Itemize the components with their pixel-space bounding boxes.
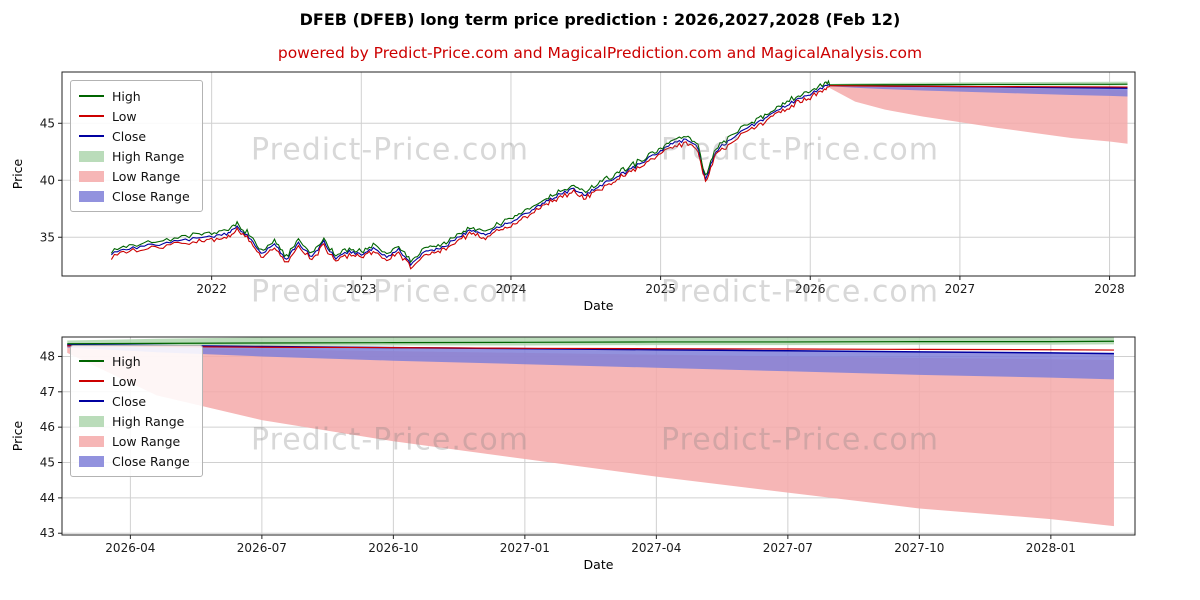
legend-item-close: Close (79, 126, 190, 146)
y-tick-label: 35 (40, 230, 55, 244)
close-range-swatch (79, 455, 104, 467)
close-line-history (110, 83, 831, 267)
x-tick-label: 2026 (795, 282, 826, 296)
low-line-forecast (67, 345, 1114, 351)
x-tick-label: 2024 (496, 282, 527, 296)
price-history-forecast-chart: 2022 2023 2024 2025 2026 2027 2028 35 40 45 Date Pr… (0, 66, 1200, 325)
high-swatch (79, 360, 104, 362)
x-tick-label: 2026-10 (368, 541, 418, 555)
close-line-forecast (67, 344, 1114, 355)
high-swatch (79, 95, 104, 97)
low-range-band (829, 85, 1128, 144)
high-range-swatch (79, 415, 104, 427)
legend-label: High Range (112, 148, 185, 164)
x-tick-label: 2026-04 (105, 541, 155, 555)
legend-item-close: Close (79, 391, 190, 411)
low-range-swatch (79, 170, 104, 182)
y-tick-label: 45 (40, 456, 55, 470)
forecast-zoom-chart: 2026-04 2026-07 2026-10 2027-01 2027-04 2027-… (0, 325, 1200, 600)
x-tick-label: 2028-01 (1026, 541, 1076, 555)
low-swatch (79, 380, 104, 382)
legend-label: Low Range (112, 433, 181, 449)
high-range-band (67, 337, 1114, 347)
legend: High Low Close High Range Low Range Close Ran… (70, 80, 203, 212)
low-range-swatch (79, 435, 104, 447)
legend-item-high-range: High Range (79, 411, 190, 431)
legend-item-low-range: Low Range (79, 431, 190, 451)
legend-label: Close (112, 128, 147, 144)
legend-label: Low (112, 373, 137, 389)
y-tick-label: 40 (40, 173, 55, 187)
y-tick-label: 44 (40, 491, 55, 505)
y-axis-label: Price (10, 420, 25, 451)
legend-label: High Range (112, 413, 185, 429)
chart-title: DFEB (DFEB) long term price prediction :… (299, 10, 901, 29)
legend-label: Close (112, 393, 147, 409)
low-swatch (79, 115, 104, 117)
legend-item-low: Low (79, 371, 190, 391)
x-tick-label: 2022 (196, 282, 227, 296)
x-tick-label: 2028 (1094, 282, 1125, 296)
high-range-swatch (79, 150, 104, 162)
close-range-band (67, 344, 1114, 380)
close-swatch (79, 135, 104, 137)
y-tick-label: 47 (40, 385, 55, 399)
x-tick-label: 2027-04 (631, 541, 681, 555)
legend-label: High (112, 353, 141, 369)
legend-item-high-range: High Range (79, 146, 190, 166)
legend-item-high: High (79, 86, 190, 106)
y-tick-label: 48 (40, 349, 55, 363)
x-axis-label: Date (584, 298, 614, 313)
legend-item-high: High (79, 351, 190, 371)
legend-label: High (112, 88, 141, 104)
x-tick-label: 2025 (645, 282, 676, 296)
y-axis-label: Price (10, 158, 25, 189)
y-tick-label: 46 (40, 420, 55, 434)
x-tick-label: 2027-07 (763, 541, 813, 555)
low-line-history (110, 85, 830, 270)
legend-label: Close Range (112, 188, 190, 204)
legend-item-close-range: Close Range (79, 451, 190, 471)
low-line-forecast (829, 85, 1128, 88)
legend-item-close-range: Close Range (79, 186, 190, 206)
close-range-swatch (79, 190, 104, 202)
x-tick-label: 2027 (945, 282, 976, 296)
legend-label: Low Range (112, 168, 181, 184)
x-axis-label: Date (584, 557, 614, 572)
legend: High Low Close High Range Low Range Close Ran… (70, 345, 203, 477)
plot-svg: 2022 2023 2024 2025 2026 2027 2028 35 40 45 Date Pr… (10, 71, 1136, 313)
x-tick-label: 2023 (346, 282, 377, 296)
x-tick-label: 2027-01 (500, 541, 550, 555)
legend-item-low-range: Low Range (79, 166, 190, 186)
close-swatch (79, 400, 104, 402)
legend-item-low: Low (79, 106, 190, 126)
legend-label: Close Range (112, 453, 190, 469)
plot-svg: 2026-04 2026-07 2026-10 2027-01 2027-04 2027-… (10, 336, 1136, 572)
chart-subtitle: powered by Predict-Price.com and Magical… (277, 44, 923, 62)
high-line-forecast (67, 340, 1114, 345)
y-tick-label: 43 (40, 526, 55, 540)
x-tick-label: 2026-07 (237, 541, 287, 555)
y-tick-label: 45 (40, 116, 55, 130)
high-line-forecast (829, 83, 1128, 86)
low-range-band (67, 346, 1114, 527)
legend-label: Low (112, 108, 137, 124)
high-line-history (110, 79, 831, 264)
x-tick-label: 2027-10 (894, 541, 944, 555)
